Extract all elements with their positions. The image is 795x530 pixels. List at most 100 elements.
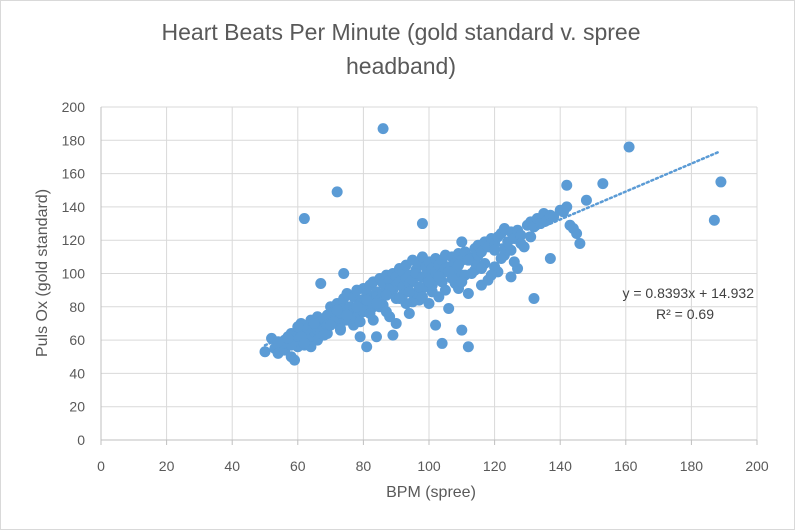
data-point — [443, 266, 455, 278]
y-tick-label: 80 — [69, 299, 85, 315]
data-point — [466, 268, 478, 279]
data-point — [623, 141, 635, 153]
data-point — [259, 346, 271, 358]
data-point — [416, 291, 428, 303]
data-point — [456, 324, 468, 336]
data-point — [561, 201, 573, 213]
data-point — [289, 354, 301, 366]
data-point — [515, 229, 527, 241]
data-point — [331, 186, 343, 198]
chart-title-line-2: headband) — [346, 53, 456, 79]
data-point — [597, 178, 609, 190]
x-tick-label: 180 — [680, 458, 704, 474]
data-point — [354, 316, 366, 328]
data-point — [338, 268, 350, 279]
x-tick-label: 100 — [417, 458, 441, 474]
x-tick-label: 140 — [549, 458, 573, 474]
data-point — [413, 281, 425, 293]
y-tick-label: 120 — [62, 232, 86, 248]
x-tick-label: 60 — [290, 458, 306, 474]
x-tick-label: 160 — [614, 458, 638, 474]
data-point — [708, 214, 720, 226]
data-point — [416, 218, 428, 230]
data-point — [292, 321, 304, 333]
data-point — [489, 261, 501, 273]
data-point — [505, 244, 517, 256]
chart-title-line-1: Heart Beats Per Minute (gold standard v.… — [161, 19, 641, 45]
data-point — [571, 228, 583, 240]
y-tick-label: 160 — [62, 166, 86, 182]
data-point — [528, 292, 540, 304]
data-point — [430, 319, 442, 331]
data-point — [561, 179, 573, 191]
data-point — [341, 309, 353, 321]
data-point — [453, 259, 465, 271]
data-point — [334, 324, 346, 336]
x-axis-title: BPM (spree) — [386, 484, 476, 501]
data-point — [364, 307, 376, 319]
gridlines — [101, 106, 758, 440]
data-point — [351, 301, 363, 313]
y-tick-label: 20 — [69, 399, 85, 415]
data-point — [439, 284, 451, 296]
data-point — [272, 336, 284, 348]
y-tick-label: 140 — [62, 199, 86, 215]
y-tick-label: 60 — [69, 332, 85, 348]
data-point — [371, 331, 383, 343]
data-point — [462, 287, 474, 299]
axes — [100, 107, 758, 445]
data-point — [298, 337, 310, 349]
data-point — [433, 271, 445, 283]
y-tick-label: 200 — [62, 99, 86, 115]
data-point — [377, 123, 389, 135]
data-point — [318, 329, 330, 341]
data-point — [282, 332, 294, 344]
data-point — [298, 213, 310, 225]
data-point — [525, 231, 537, 243]
y-tick-label: 40 — [69, 365, 85, 381]
data-point — [489, 244, 501, 256]
data-point — [371, 297, 383, 309]
x-tick-label: 40 — [224, 458, 240, 474]
y-tick-labels: 0 20 40 60 80 100 120 140 160 180 200 — [62, 99, 86, 448]
data-point — [393, 292, 405, 304]
data-point — [456, 276, 468, 288]
data-point — [315, 277, 327, 289]
x-tick-label: 200 — [745, 458, 769, 474]
data-point — [380, 306, 392, 318]
data-point — [462, 254, 474, 266]
data-point — [544, 253, 556, 265]
data-point — [505, 271, 517, 283]
data-point — [443, 302, 455, 314]
data-point — [485, 269, 497, 281]
data-point — [495, 253, 507, 265]
data-point — [423, 276, 435, 288]
data-point — [331, 304, 343, 316]
data-point — [456, 236, 468, 248]
data-point — [380, 289, 392, 301]
data-point — [361, 294, 373, 306]
data-point — [462, 341, 474, 353]
data-point — [403, 286, 415, 298]
y-tick-label: 0 — [77, 432, 85, 448]
data-point — [325, 319, 337, 331]
data-point — [715, 176, 727, 188]
x-tick-labels: 0 20 40 60 80 100 120 140 160 180 200 — [97, 458, 769, 474]
y-axis-title: Puls Ox (gold standard) — [34, 188, 51, 358]
trendline-equation: y = 0.8393x + 14.932 — [622, 285, 754, 301]
data-point — [475, 263, 487, 275]
data-point — [387, 329, 399, 341]
x-tick-label: 20 — [159, 458, 175, 474]
chart-title: Heart Beats Per Minute (gold standard v.… — [121, 15, 681, 83]
x-tick-label: 0 — [97, 458, 105, 474]
data-points — [259, 123, 727, 366]
data-point — [515, 238, 527, 250]
x-tick-label: 80 — [356, 458, 372, 474]
y-tick-label: 180 — [62, 132, 86, 148]
data-point — [436, 337, 448, 349]
trendline-r-squared: R² = 0.69 — [656, 306, 714, 322]
data-point — [354, 331, 366, 343]
data-point — [361, 341, 373, 353]
